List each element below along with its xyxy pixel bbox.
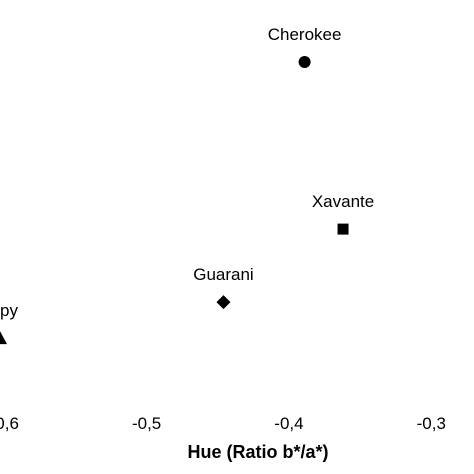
x-tick-label: -0,4 [274, 414, 303, 433]
point-label: Cherokee [268, 25, 342, 44]
x-tick-label: -0,6 [0, 414, 19, 433]
x-tick-label: -0,3 [417, 414, 446, 433]
point [298, 56, 311, 69]
point [216, 295, 231, 310]
x-axis-title: Hue (Ratio b*/a*) [187, 442, 328, 462]
point [337, 223, 349, 235]
point-label: Guarani [193, 265, 253, 284]
point-label: Xavante [312, 192, 374, 211]
x-tick-label: -0,5 [132, 414, 161, 433]
point-label: py [0, 301, 18, 320]
point [0, 331, 7, 345]
